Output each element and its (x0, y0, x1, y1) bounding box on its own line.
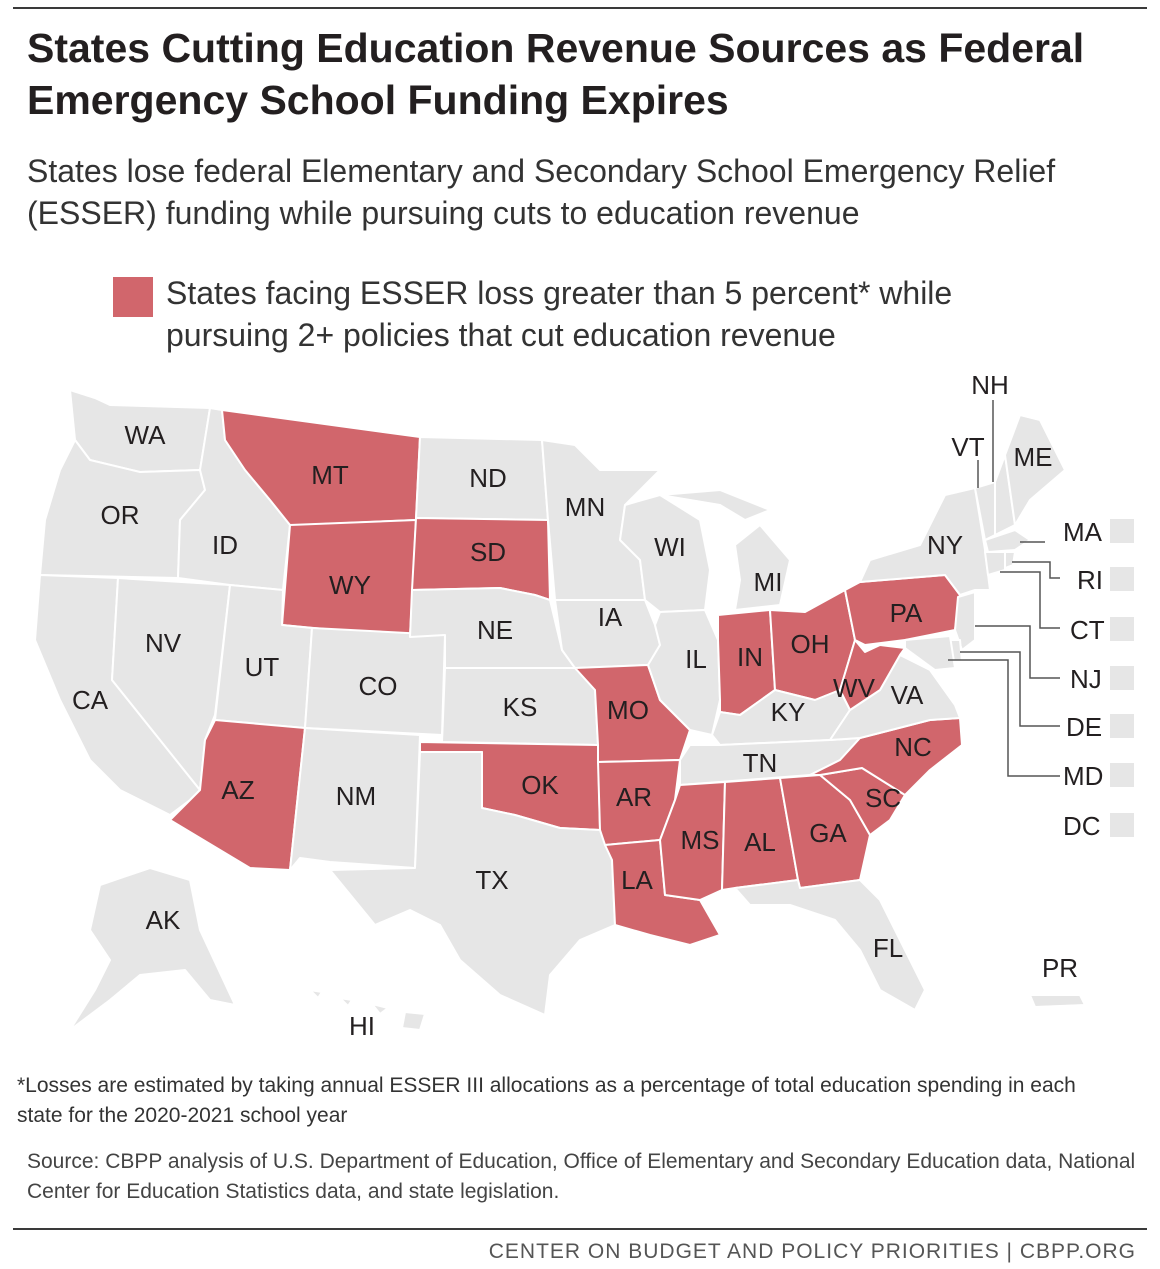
label-fl: FL (873, 933, 903, 963)
leader-md (948, 659, 1060, 777)
small-label-ri: RI (1077, 565, 1103, 595)
bottom-rule (13, 1228, 1147, 1230)
footnote: *Losses are estimated by taking annual E… (17, 1074, 1076, 1127)
label-ok: OK (521, 770, 559, 800)
label-wa: WA (125, 420, 167, 450)
state-mi[interactable] (659, 489, 791, 611)
state-md[interactable] (904, 635, 956, 671)
small-box-de[interactable] (1110, 714, 1134, 738)
label-mi: MI (754, 567, 783, 597)
small-label-ct: CT (1070, 615, 1105, 645)
label-mo: MO (607, 695, 649, 725)
label-vt: VT (951, 432, 984, 462)
state-tx[interactable] (329, 751, 616, 1016)
top-rule (13, 7, 1147, 9)
state-nj[interactable] (954, 591, 976, 651)
label-mt: MT (311, 460, 349, 490)
label-or: OR (101, 500, 140, 530)
state-il[interactable] (647, 609, 721, 736)
label-ks: KS (503, 692, 538, 722)
small-state-boxes: MA RI CT NJ DE MD DC (1063, 517, 1134, 841)
state-ma[interactable] (984, 529, 1031, 553)
label-az: AZ (221, 775, 254, 805)
label-ut: UT (245, 652, 280, 682)
source-note: Source: CBPP analysis of U.S. Department… (27, 1150, 1136, 1203)
northeast-leaders (948, 400, 1060, 777)
chart-title: States Cutting Education Revenue Sources… (27, 25, 1085, 123)
small-box-md[interactable] (1110, 763, 1134, 787)
label-ms: MS (681, 825, 720, 855)
label-oh: OH (791, 629, 830, 659)
small-box-ri[interactable] (1110, 567, 1134, 591)
label-nc: NC (894, 732, 932, 762)
label-wv: WV (833, 673, 876, 703)
label-ak: AK (146, 905, 181, 935)
state-fl[interactable] (734, 879, 926, 1011)
state-labels: WA OR CA NV ID MT WY UT AZ CO NM ND SD N… (72, 370, 1078, 1041)
small-box-ct[interactable] (1110, 617, 1134, 641)
small-label-dc: DC (1063, 811, 1101, 841)
label-tn: TN (743, 748, 778, 778)
small-label-nj: NJ (1070, 664, 1102, 694)
label-hi: HI (349, 1011, 375, 1041)
label-ny: NY (927, 530, 963, 560)
label-ky: KY (771, 697, 806, 727)
label-tx: TX (475, 865, 508, 895)
chart-subtitle: States lose federal Elementary and Secon… (27, 153, 1056, 231)
leader-ri (1012, 561, 1060, 579)
label-la: LA (621, 865, 653, 895)
state-ny[interactable] (859, 487, 991, 596)
label-sc: SC (865, 783, 901, 813)
small-label-ma: MA (1063, 517, 1103, 547)
state-ri[interactable] (1004, 551, 1016, 569)
label-wi: WI (654, 532, 686, 562)
label-ne: NE (477, 615, 513, 645)
state-pr[interactable] (1029, 994, 1086, 1008)
label-nm: NM (336, 781, 376, 811)
small-box-dc[interactable] (1110, 813, 1134, 837)
label-va: VA (891, 680, 924, 710)
state-ct[interactable] (984, 551, 1006, 576)
state-nm[interactable] (289, 727, 421, 871)
small-box-nj[interactable] (1110, 666, 1134, 690)
label-ca: CA (72, 685, 109, 715)
small-box-ma[interactable] (1110, 519, 1134, 543)
label-pa: PA (890, 598, 923, 628)
leader-nj (975, 625, 1060, 679)
state-nc[interactable] (809, 717, 963, 796)
label-id: ID (212, 530, 238, 560)
label-ar: AR (616, 782, 652, 812)
label-mn: MN (565, 492, 605, 522)
label-in: IN (737, 642, 763, 672)
state-ak[interactable] (69, 867, 236, 1031)
state-me[interactable] (1004, 414, 1066, 526)
legend-swatch (113, 277, 153, 317)
label-co: CO (359, 671, 398, 701)
legend-label: States facing ESSER loss greater than 5 … (166, 275, 953, 353)
label-nd: ND (469, 463, 507, 493)
label-al: AL (744, 827, 776, 857)
credit-line: CENTER ON BUDGET AND POLICY PRIORITIES |… (488, 1240, 1136, 1263)
state-shapes (34, 389, 1086, 1031)
label-il: IL (685, 644, 707, 674)
small-label-md: MD (1063, 761, 1103, 791)
label-me: ME (1014, 442, 1053, 472)
label-ia: IA (598, 602, 623, 632)
leader-de (960, 651, 1060, 727)
state-hi[interactable] (309, 989, 426, 1031)
label-nh: NH (971, 370, 1009, 400)
label-nv: NV (145, 628, 182, 658)
leader-ct (1000, 571, 1060, 629)
label-wy: WY (329, 570, 371, 600)
label-ga: GA (809, 818, 847, 848)
small-label-de: DE (1066, 712, 1102, 742)
label-sd: SD (470, 537, 506, 567)
label-pr: PR (1042, 953, 1078, 983)
